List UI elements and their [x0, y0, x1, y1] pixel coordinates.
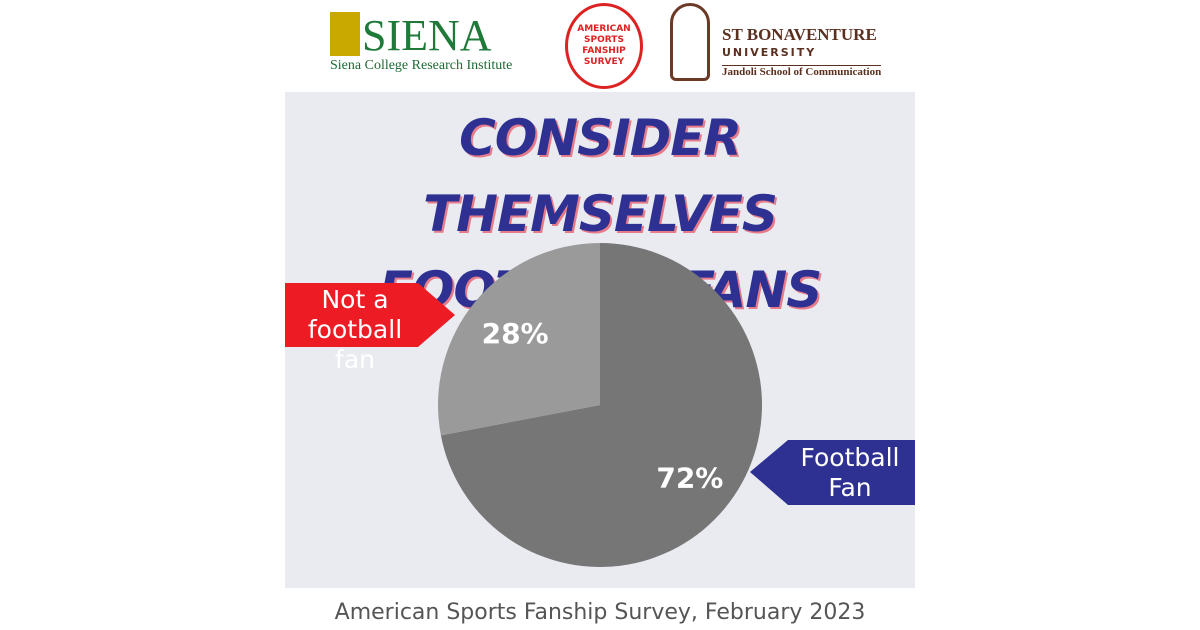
pie-slice [438, 243, 600, 436]
pie-slice [440, 243, 762, 567]
siena-logo: SIENA Siena College Research Institute [330, 4, 540, 79]
category-arrow [285, 283, 455, 347]
bonaventure-university: UNIVERSITY [722, 46, 817, 59]
bonaventure-name: ST BONAVENTURE [722, 25, 877, 44]
survey-badge: AMERICAN SPORTS FANSHIP SURVEY [565, 3, 643, 89]
footer: American Sports Fanship Survey, February… [334, 600, 866, 625]
bonaventure-logo: ST BONAVENTURE UNIVERSITY Jandoli School… [670, 3, 900, 83]
category-label: Football Fan [800, 443, 900, 502]
dome-icon [330, 12, 360, 56]
category-arrow [750, 440, 915, 505]
siena-subtitle: Siena College Research Institute [330, 58, 513, 73]
category-label: Not a football fan [307, 285, 403, 374]
bonaventure-school: Jandoli School of Communication [722, 65, 882, 78]
value-label: 28% [482, 317, 549, 350]
tower-icon [670, 3, 710, 81]
value-label: 72% [656, 461, 723, 494]
siena-name: SIENA [362, 11, 492, 60]
